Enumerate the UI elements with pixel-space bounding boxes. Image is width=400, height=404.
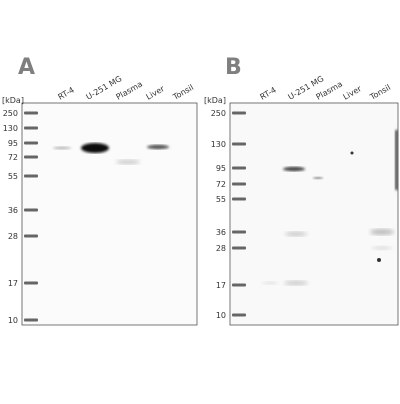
panel-letter: A — [18, 55, 35, 80]
ladder-band — [232, 313, 246, 317]
ladder-band — [232, 283, 246, 287]
ladder-band — [232, 182, 246, 186]
marker-label: 10 — [216, 311, 226, 320]
unit-label: [kDa] — [2, 96, 24, 105]
marker-label: 17 — [8, 279, 18, 288]
marker-label: 72 — [216, 180, 226, 189]
bands-b — [262, 130, 398, 286]
lane-label: RT-4 — [259, 85, 278, 101]
ladder-band — [24, 234, 38, 238]
marker-label: 72 — [8, 153, 18, 162]
marker-label: 130 — [211, 140, 226, 149]
marker-label: 28 — [8, 232, 18, 241]
lane-label: Liver — [145, 84, 167, 102]
marker-label: 55 — [216, 195, 226, 204]
marker-label: 36 — [216, 228, 226, 237]
unit-label: [kDa] — [204, 96, 226, 105]
ladder-band — [24, 318, 38, 322]
ladder-band — [24, 111, 38, 115]
marker-label: 10 — [8, 316, 18, 325]
ladder-band — [24, 141, 38, 145]
ladder-band — [232, 197, 246, 201]
ladder-band — [232, 230, 246, 234]
marker-label: 36 — [8, 206, 18, 215]
membrane-a — [21, 102, 198, 326]
lane-label: RT-4 — [57, 85, 76, 101]
marker-label: 28 — [216, 244, 226, 253]
lane-label: Tonsil — [368, 83, 393, 102]
ladder-band — [24, 281, 38, 285]
ladder-band — [232, 111, 246, 115]
ladder-band — [24, 126, 38, 130]
marker-label: 95 — [216, 164, 226, 173]
ladder-band — [24, 155, 38, 159]
membrane-b — [229, 102, 399, 326]
lane-label: Tonsil — [171, 83, 196, 102]
marker-label: 250 — [211, 109, 226, 118]
marker-label: 130 — [3, 124, 18, 133]
marker-label: 95 — [8, 139, 18, 148]
bands-a — [53, 143, 169, 165]
ladder-band — [24, 174, 38, 178]
marker-label: 55 — [8, 172, 18, 181]
ladder-band — [24, 208, 38, 212]
marker-label: 17 — [216, 281, 226, 290]
lane-label: Liver — [342, 84, 364, 102]
ladder-band — [232, 142, 246, 146]
ladder-band — [232, 246, 246, 250]
marker-label: 250 — [3, 109, 18, 118]
ladder-band — [232, 166, 246, 170]
panel-letter: B — [225, 55, 242, 80]
